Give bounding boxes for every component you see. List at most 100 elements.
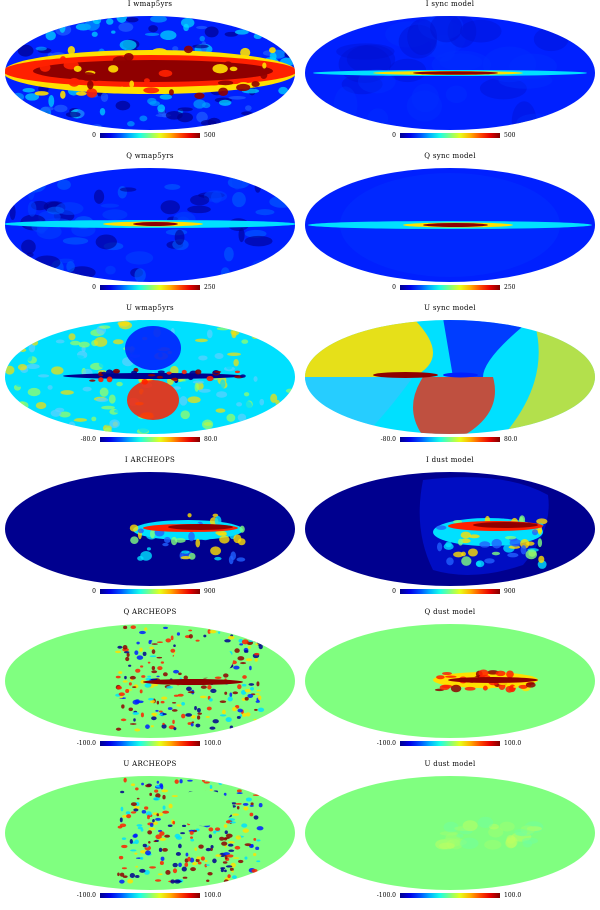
- sky-feature: [482, 685, 488, 691]
- sky-feature: [159, 94, 172, 100]
- sky-feature: [157, 666, 163, 671]
- sky-feature: [149, 100, 161, 106]
- sky-feature: [253, 427, 258, 434]
- sky-feature: [60, 390, 74, 395]
- sky-feature: [46, 320, 60, 328]
- sky-feature: [106, 376, 113, 383]
- sky-feature: [139, 868, 146, 873]
- panel-i-sync-model: I sync model 0 500: [300, 0, 600, 150]
- sky-feature: [242, 802, 249, 806]
- sky-feature: [129, 838, 133, 844]
- sky-feature: [281, 245, 288, 254]
- sky-feature: [161, 724, 167, 729]
- sky-feature: [183, 675, 188, 680]
- sky-feature: [244, 627, 247, 633]
- sky-feature: [73, 418, 88, 422]
- sky-feature: [484, 839, 502, 850]
- sky-feature: [16, 401, 29, 411]
- sky-feature: [145, 784, 152, 788]
- sky-feature: [146, 547, 151, 551]
- sky-feature: [436, 542, 443, 552]
- sky-feature: [12, 92, 25, 102]
- sky-feature: [212, 64, 228, 74]
- sky-feature: [200, 413, 206, 423]
- sky-feature: [244, 843, 252, 847]
- sky-feature: [225, 717, 232, 723]
- sky-feature: [532, 529, 538, 536]
- colorbar-gradient: [400, 741, 500, 746]
- sky-feature: [229, 821, 236, 824]
- sky-feature: [129, 80, 135, 88]
- sky-feature: [219, 836, 225, 841]
- sky-feature: [141, 378, 148, 385]
- sky-feature: [113, 324, 118, 330]
- sky-feature: [123, 651, 130, 654]
- sky-feature: [251, 81, 260, 87]
- sky-feature: [227, 874, 231, 879]
- sky-feature: [288, 432, 295, 434]
- sky-feature: [208, 827, 214, 832]
- sky-feature: [234, 845, 241, 850]
- sky-feature: [499, 821, 515, 832]
- sky-feature: [206, 706, 212, 711]
- sky-feature: [137, 320, 142, 323]
- sky-feature: [269, 428, 284, 434]
- sky-feature: [117, 872, 120, 877]
- sky-feature: [190, 838, 195, 842]
- panel-title: U ARCHEOPS: [123, 760, 177, 768]
- sky-feature: [223, 879, 229, 885]
- sky-feature: [117, 321, 131, 326]
- sky-feature: [140, 712, 144, 718]
- sky-feature: [430, 16, 463, 43]
- sky-feature: [220, 868, 224, 873]
- sky-feature: [147, 814, 150, 820]
- sky-feature: [223, 792, 227, 796]
- sky-feature: [115, 675, 121, 679]
- sky-feature: [233, 16, 239, 28]
- sky-feature: [346, 44, 396, 74]
- sky-feature: [275, 38, 281, 45]
- sky-feature: [237, 656, 245, 661]
- sky-feature: [173, 727, 177, 731]
- sky-feature: [226, 854, 234, 858]
- sky-feature: [60, 56, 66, 63]
- colorbar-max-label: 250: [504, 284, 516, 291]
- sky-feature: [436, 675, 445, 680]
- sky-feature: [203, 781, 210, 784]
- sky-feature: [200, 536, 211, 541]
- sky-feature: [156, 813, 160, 817]
- panel-q-sync-model: Q sync model 0 250: [300, 152, 600, 302]
- sky-feature: [48, 94, 55, 107]
- sky-feature: [149, 866, 156, 869]
- colorbar-gradient: [100, 589, 200, 594]
- sky-feature: [188, 829, 195, 833]
- sky-feature: [250, 844, 254, 848]
- sky-feature: [229, 692, 233, 697]
- sky-feature: [142, 843, 147, 848]
- sky-feature: [140, 665, 144, 668]
- sky-feature: [151, 716, 157, 721]
- sky-feature: [52, 123, 68, 130]
- sky-feature: [120, 86, 125, 94]
- sky-feature: [140, 850, 147, 854]
- sky-feature: [178, 672, 182, 676]
- sky-feature: [125, 251, 154, 265]
- sky-feature: [80, 72, 97, 81]
- sky-feature: [255, 209, 275, 216]
- sky-feature: [147, 675, 152, 678]
- sky-feature: [125, 688, 130, 694]
- sky-feature: [491, 538, 502, 549]
- sky-feature: [219, 535, 230, 544]
- sky-feature: [187, 779, 193, 782]
- sky-feature: [341, 74, 383, 95]
- sky-feature: [175, 836, 183, 840]
- sky-feature: [118, 671, 123, 675]
- sky-feature: [234, 370, 240, 374]
- sky-feature: [170, 648, 176, 653]
- sky-feature: [23, 176, 47, 193]
- sky-feature: [143, 78, 150, 84]
- sky-feature: [227, 635, 235, 640]
- sky-feature: [161, 696, 168, 700]
- colorbar-min-label: 0: [92, 284, 96, 291]
- sky-feature: [258, 644, 263, 650]
